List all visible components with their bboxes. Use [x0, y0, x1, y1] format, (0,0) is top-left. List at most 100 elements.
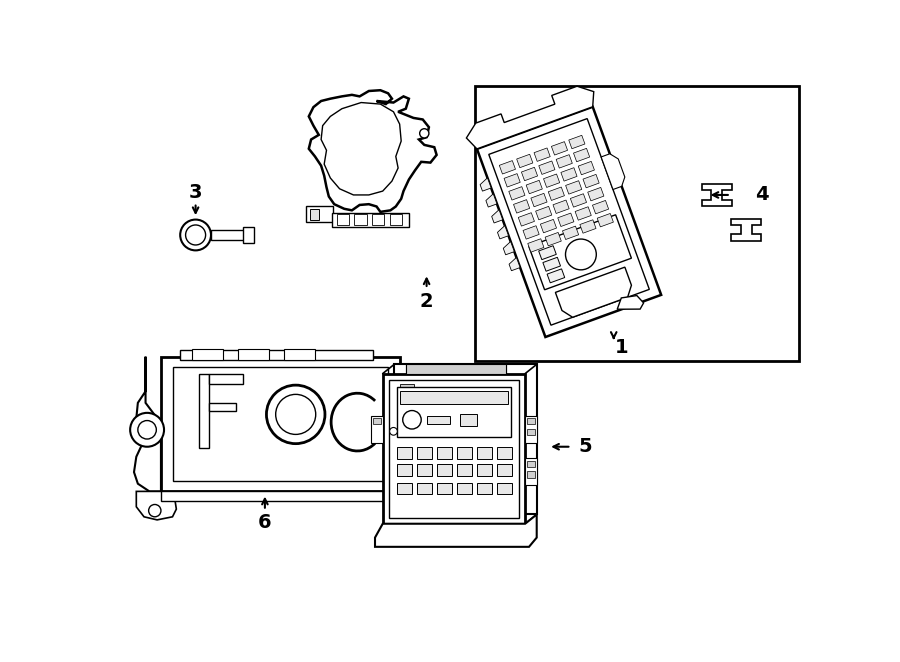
Polygon shape [578, 162, 594, 175]
Polygon shape [503, 242, 514, 255]
Polygon shape [731, 218, 761, 241]
Bar [400, 396, 413, 404]
Text: 4: 4 [755, 185, 769, 205]
Text: 6: 6 [258, 514, 272, 532]
Bar [526, 429, 536, 435]
Circle shape [419, 128, 429, 138]
Polygon shape [555, 267, 632, 317]
Polygon shape [580, 220, 596, 233]
Polygon shape [617, 295, 644, 309]
Bar [417, 483, 432, 494]
Bar [477, 447, 492, 459]
Bar [389, 380, 519, 518]
Bar [161, 491, 400, 500]
Bar [456, 463, 472, 476]
Bar [477, 483, 492, 494]
Bar [436, 447, 452, 459]
Bar [209, 403, 236, 410]
Bar [337, 214, 349, 225]
Bar [394, 364, 536, 514]
Polygon shape [517, 154, 533, 167]
Polygon shape [573, 148, 590, 162]
Bar [436, 463, 452, 476]
Polygon shape [562, 226, 579, 240]
Bar [372, 214, 384, 225]
Polygon shape [592, 201, 608, 214]
Polygon shape [575, 207, 591, 220]
Polygon shape [571, 194, 587, 207]
Polygon shape [491, 210, 503, 223]
Bar [332, 213, 409, 226]
Polygon shape [526, 180, 543, 194]
Polygon shape [553, 200, 569, 213]
Circle shape [565, 239, 597, 270]
Polygon shape [588, 187, 604, 201]
Text: 2: 2 [419, 292, 434, 310]
Bar [526, 458, 536, 485]
Text: 1: 1 [615, 338, 628, 357]
Bar [460, 414, 477, 426]
Polygon shape [518, 213, 535, 226]
Bar [397, 387, 511, 438]
Circle shape [275, 395, 316, 434]
Polygon shape [558, 213, 574, 226]
Text: 5: 5 [579, 437, 592, 456]
Bar [388, 424, 403, 438]
Bar [526, 461, 536, 467]
Bar [497, 463, 512, 476]
Bar [200, 374, 209, 448]
Polygon shape [321, 103, 401, 195]
Bar [173, 367, 388, 481]
Polygon shape [477, 107, 662, 337]
Bar [371, 416, 382, 443]
Polygon shape [598, 213, 614, 227]
Bar [497, 447, 512, 459]
Polygon shape [702, 184, 732, 206]
Text: 3: 3 [189, 183, 202, 202]
Bar [456, 483, 472, 494]
Circle shape [390, 428, 397, 435]
Polygon shape [489, 118, 649, 325]
Polygon shape [539, 161, 555, 174]
Circle shape [266, 385, 325, 444]
Polygon shape [375, 514, 536, 547]
Bar [526, 471, 536, 477]
Bar [497, 483, 512, 494]
Circle shape [180, 220, 211, 250]
Bar [306, 207, 333, 222]
Bar [180, 350, 373, 359]
Polygon shape [523, 226, 539, 239]
Circle shape [130, 413, 164, 447]
Polygon shape [508, 187, 525, 200]
Bar [400, 408, 413, 416]
Polygon shape [601, 154, 625, 189]
Polygon shape [134, 357, 161, 491]
Polygon shape [509, 258, 520, 271]
Bar [161, 357, 400, 491]
Bar [417, 463, 432, 476]
Circle shape [185, 225, 205, 245]
Bar [397, 447, 412, 459]
Polygon shape [486, 194, 497, 207]
Bar [475, 85, 798, 361]
Bar [406, 364, 506, 373]
Polygon shape [531, 193, 547, 207]
Polygon shape [480, 178, 491, 191]
Polygon shape [498, 226, 508, 239]
Polygon shape [545, 232, 562, 246]
Bar [192, 349, 222, 359]
Bar [400, 383, 413, 392]
Polygon shape [534, 148, 550, 162]
Polygon shape [556, 155, 572, 168]
Polygon shape [561, 167, 577, 181]
Bar [526, 416, 536, 443]
Bar [428, 416, 451, 424]
Bar [456, 447, 472, 459]
Circle shape [138, 420, 157, 439]
Bar [310, 209, 319, 220]
Polygon shape [514, 200, 530, 213]
Polygon shape [565, 181, 581, 194]
Polygon shape [504, 173, 520, 187]
Polygon shape [543, 258, 561, 271]
Polygon shape [548, 187, 564, 201]
